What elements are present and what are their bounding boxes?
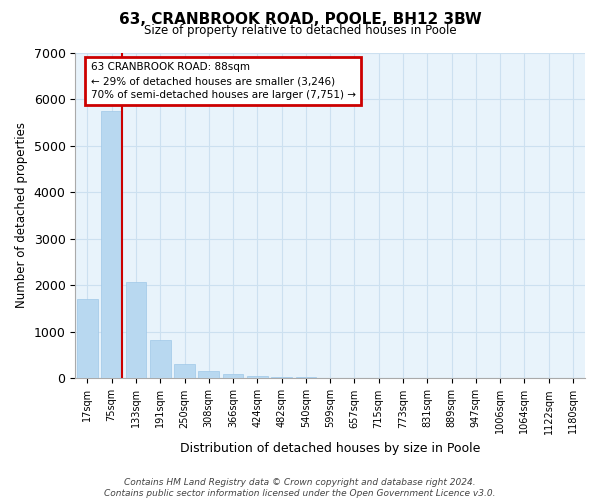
Bar [271,377,292,378]
Bar [150,340,170,378]
Bar [125,282,146,378]
Bar [199,371,219,378]
Bar [223,374,244,378]
Bar [247,376,268,378]
Text: Contains HM Land Registry data © Crown copyright and database right 2024.
Contai: Contains HM Land Registry data © Crown c… [104,478,496,498]
Y-axis label: Number of detached properties: Number of detached properties [15,122,28,308]
Bar [77,300,98,378]
Text: 63 CRANBROOK ROAD: 88sqm
← 29% of detached houses are smaller (3,246)
70% of sem: 63 CRANBROOK ROAD: 88sqm ← 29% of detach… [91,62,356,100]
Text: 63, CRANBROOK ROAD, POOLE, BH12 3BW: 63, CRANBROOK ROAD, POOLE, BH12 3BW [119,12,481,28]
X-axis label: Distribution of detached houses by size in Poole: Distribution of detached houses by size … [180,442,481,455]
Bar [101,110,122,378]
Bar [174,364,195,378]
Text: Size of property relative to detached houses in Poole: Size of property relative to detached ho… [143,24,457,37]
